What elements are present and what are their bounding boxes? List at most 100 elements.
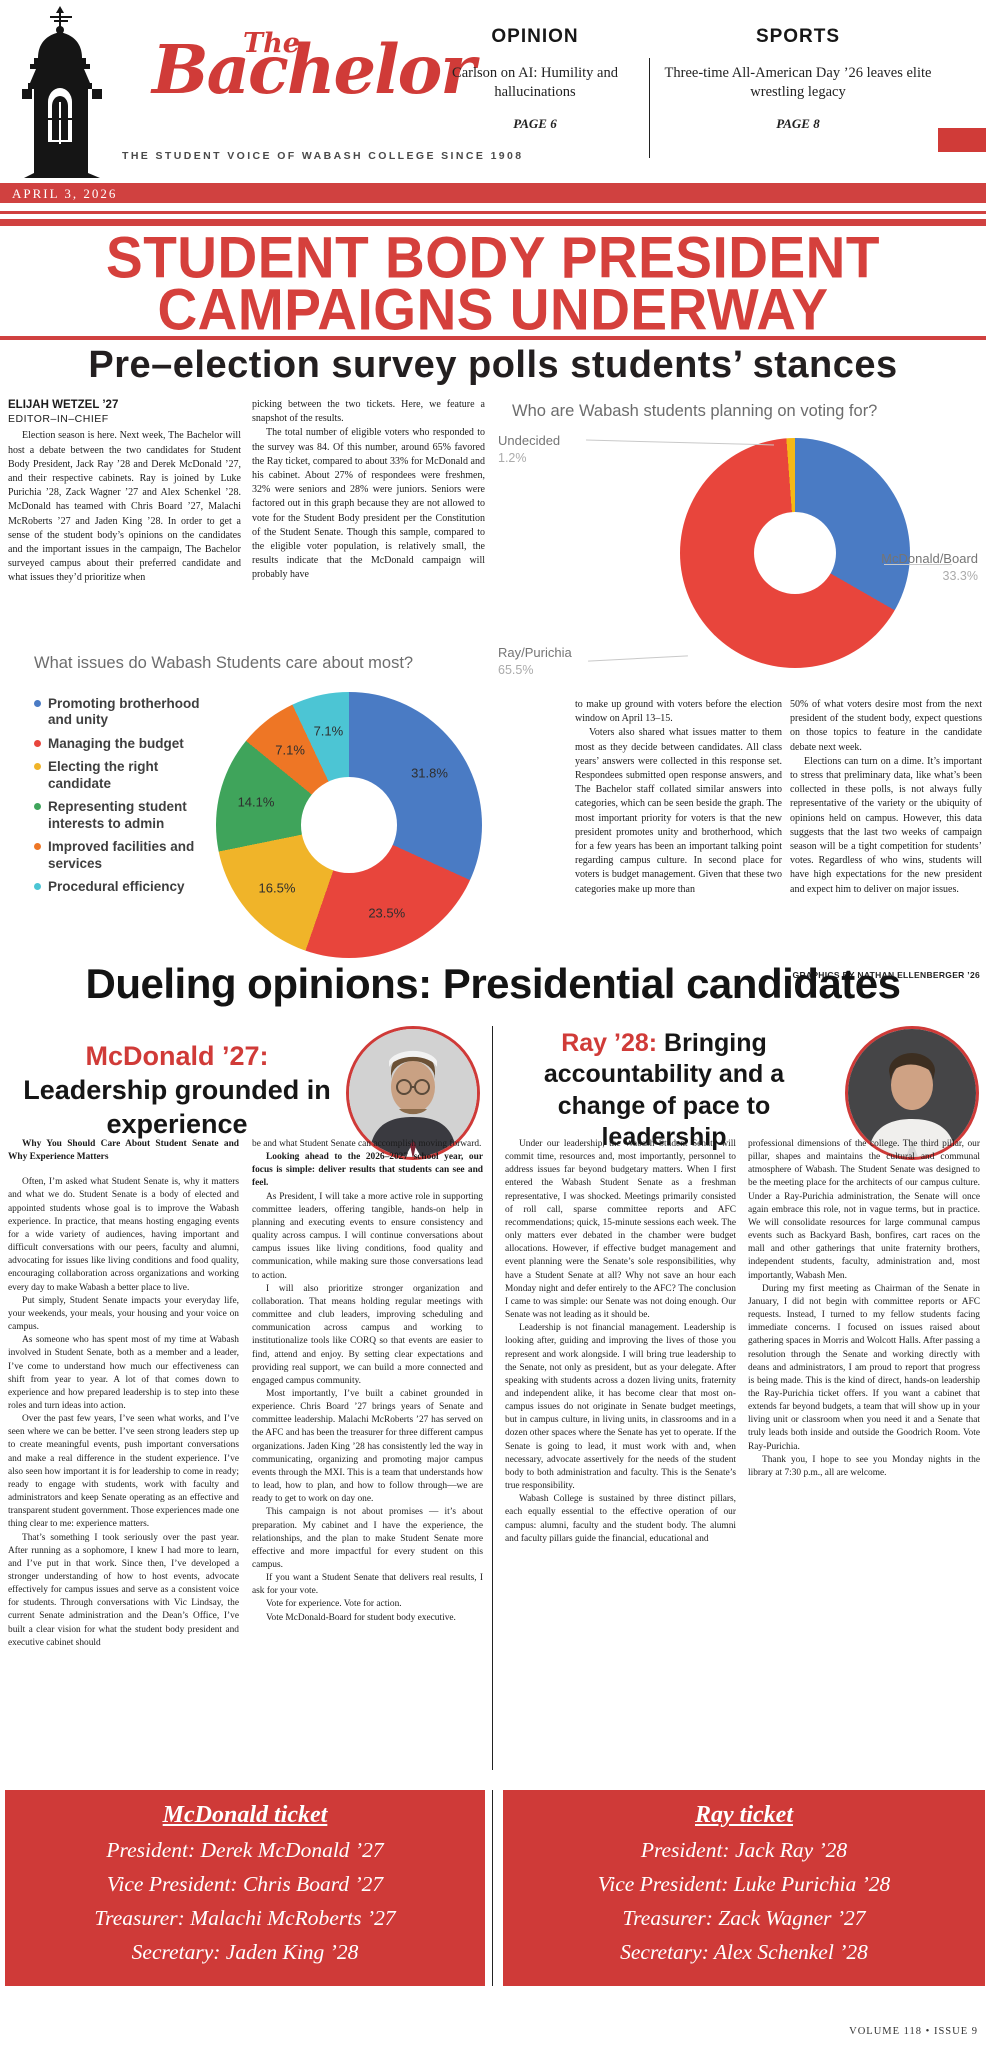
issues-chart-title: What issues do Wabash Students care abou… xyxy=(34,654,414,672)
legend-item: Promoting brotherhood and unity xyxy=(34,696,216,729)
slice-label: 7.1% xyxy=(313,723,344,739)
ticket-row: Vice President: Chris Board ’27 xyxy=(106,1872,384,1896)
legend-dot-icon xyxy=(34,843,41,851)
paragraph: Elections can turn on a dime. It’s impor… xyxy=(790,755,982,895)
ticket-row: President: Derek McDonald ’27 xyxy=(106,1838,384,1862)
paragraph: Thank you, I hope to see you Monday nigh… xyxy=(748,1454,980,1478)
mcdonald-ticket-title: McDonald ticket xyxy=(162,1802,328,1828)
issue-date: APRIL 3, 2026 xyxy=(12,186,118,201)
callout-mcdonald-board: McDonald/Board 33.3% xyxy=(881,550,978,584)
legend-label: Improved facilities and services xyxy=(48,839,195,871)
legend-item: Managing the budget xyxy=(34,736,216,752)
slice-label: 23.5% xyxy=(368,905,406,921)
mcdonald-ticket-box: McDonald ticket President: Derek McDonal… xyxy=(5,1790,485,1986)
paragraph: Leadership is not financial management. … xyxy=(505,1323,736,1492)
legend-label: Electing the right candidate xyxy=(48,759,159,791)
paragraph: Looking ahead to the 2026–2027 school ye… xyxy=(252,1152,483,1189)
paragraph: I will also prioritize stronger organiza… xyxy=(252,1283,483,1386)
paragraph: That’s something I took seriously over t… xyxy=(8,1532,239,1648)
paragraph: As President, I will take a more active … xyxy=(252,1191,483,1281)
callout-undecided: Undecided 1.2% xyxy=(498,432,560,466)
callout-label: Undecided xyxy=(498,433,561,448)
lead-column-3: to make up ground with voters before the… xyxy=(575,698,782,986)
legend-label: Promoting brotherhood and unity xyxy=(48,696,200,728)
teaser-opinion-headline[interactable]: Carlson on AI: Humility and hallucinatio… xyxy=(452,65,618,100)
teaser-opinion-section: OPINION xyxy=(491,26,579,47)
ray-headline: Bringing accountability and a change of … xyxy=(543,1029,785,1151)
ticket-row: Secretary: Alex Schenkel ’28 xyxy=(620,1940,868,1964)
paragraph: As someone who has spent most of my time… xyxy=(8,1335,239,1411)
lead-subheadline: Pre–election survey polls students’ stan… xyxy=(88,344,898,386)
masthead-title: Bachelor xyxy=(152,30,476,109)
legend-item: Improved facilities and services xyxy=(34,839,216,872)
mcdonald-column-1-text: Often, I’m asked what Student Senate is,… xyxy=(8,1176,239,1650)
volume-issue: VOLUME 118 • ISSUE 9 xyxy=(849,2026,978,2037)
slice-label: 16.5% xyxy=(258,880,296,896)
legend-dot-icon xyxy=(34,739,41,747)
legend-label: Procedural efficiency xyxy=(48,879,185,895)
ray-headshot xyxy=(845,1026,979,1160)
byline-author: ELIJAH WETZEL ’27 xyxy=(8,399,119,411)
paragraph: Under our leadership, the Wabash Student… xyxy=(505,1139,736,1321)
red-rule-thin xyxy=(0,211,986,214)
paragraph: professional dimensions of the college. … xyxy=(748,1139,980,1281)
paragraph: Most importantly, I’ve built a cabinet g… xyxy=(252,1388,483,1505)
lead-column-2: picking between the two tickets. Here, w… xyxy=(252,398,485,680)
slice-label: 7.1% xyxy=(275,742,305,758)
paragraph: Often, I’m asked what Student Senate is,… xyxy=(8,1177,239,1293)
paragraph: Vote for experience. Vote for action. xyxy=(266,1599,402,1610)
legend-label: Representing student interests to admin xyxy=(48,799,187,831)
callout-label: Ray/Purichia xyxy=(498,645,572,660)
column-divider xyxy=(492,1026,493,1770)
paragraph: The total number of eligible voters who … xyxy=(252,427,485,581)
ray-kicker: Ray ’28: xyxy=(561,1029,658,1057)
teaser-sports-headline[interactable]: Three-time All-American Day ’26 leaves e… xyxy=(664,65,932,100)
paragraph: Over the past few years, I’ve seen what … xyxy=(8,1414,239,1530)
candidates-section: McDonald ’27: Leadership grounded in exp… xyxy=(0,1018,986,1770)
mcdonald-column-1: Why You Should Care About Student Senate… xyxy=(8,1138,239,1770)
paragraph: Election season is here. Next week, The … xyxy=(8,430,241,584)
mcdonald-headline: Leadership grounded in experience xyxy=(23,1074,331,1139)
legend-item: Procedural efficiency xyxy=(34,879,216,895)
ray-heading: Ray ’28: Bringing accountability and a c… xyxy=(506,1028,822,1153)
chapel-tower-logo xyxy=(22,6,102,178)
ticket-row: Treasurer: Malachi McRoberts ’27 xyxy=(94,1906,396,1930)
mcdonald-heading: McDonald ’27: Leadership grounded in exp… xyxy=(14,1040,340,1141)
ray-column-1: Under our leadership, the Wabash Student… xyxy=(505,1138,736,1770)
issues-chart-legend: Promoting brotherhood and unity Managing … xyxy=(34,696,216,903)
date-bar: APRIL 3, 2026 xyxy=(0,183,986,203)
masthead-the: The xyxy=(243,28,300,59)
issues-chart: What issues do Wabash Students care abou… xyxy=(0,646,566,986)
legend-label: Managing the budget xyxy=(48,735,184,751)
mcdonald-subhead: Why You Should Care About Student Senate… xyxy=(8,1139,239,1163)
ticket-row: President: Jack Ray ’28 xyxy=(640,1838,848,1862)
leader-line xyxy=(884,564,952,565)
red-rule-thick xyxy=(0,219,986,226)
legend-dot-icon xyxy=(34,883,41,891)
graphics-credit: GRAPHICS BY NATHAN ELLENBERGER ’26 xyxy=(792,970,980,980)
teaser-opinion-page: PAGE 6 xyxy=(513,115,557,131)
teaser-opinion[interactable]: OPINION Carlson on AI: Humility and hall… xyxy=(428,26,642,132)
lead-story-section: ELIJAH WETZEL ’27 EDITOR–IN–CHIEF Electi… xyxy=(0,398,986,986)
paragraph: Wabash College is sustained by three dis… xyxy=(505,1494,736,1544)
teaser-sports[interactable]: SPORTS Three-time All-American Day ’26 l… xyxy=(660,26,936,132)
legend-item: Electing the right candidate xyxy=(34,759,216,792)
legend-dot-icon xyxy=(34,700,41,707)
lead-column-1: ELIJAH WETZEL ’27 EDITOR–IN–CHIEF Electi… xyxy=(8,398,241,680)
paragraph: Voters also shared what issues matter to… xyxy=(575,727,782,895)
leader-line xyxy=(586,439,774,446)
paragraph: Put simply, Student Senate impacts your … xyxy=(8,1295,239,1333)
paragraph: If you want a Student Senate that delive… xyxy=(252,1573,483,1597)
ticket-row: Secretary: Jaden King ’28 xyxy=(131,1940,359,1964)
callout-ray-purichia: Ray/Purichia 65.5% xyxy=(498,644,572,678)
section-headline: Dueling opinions: Presidential candidate… xyxy=(85,960,901,1007)
callout-value: 33.3% xyxy=(942,568,978,583)
teaser-sports-section: SPORTS xyxy=(755,26,841,47)
callout-label: McDonald/Board xyxy=(881,551,978,566)
teaser-divider xyxy=(649,58,650,158)
mcdonald-kicker: McDonald ’27: xyxy=(85,1041,269,1071)
byline-role: EDITOR–IN–CHIEF xyxy=(8,413,109,426)
leader-line xyxy=(588,655,688,662)
column-divider xyxy=(492,1790,493,1986)
slice-label: 14.1% xyxy=(237,794,275,810)
